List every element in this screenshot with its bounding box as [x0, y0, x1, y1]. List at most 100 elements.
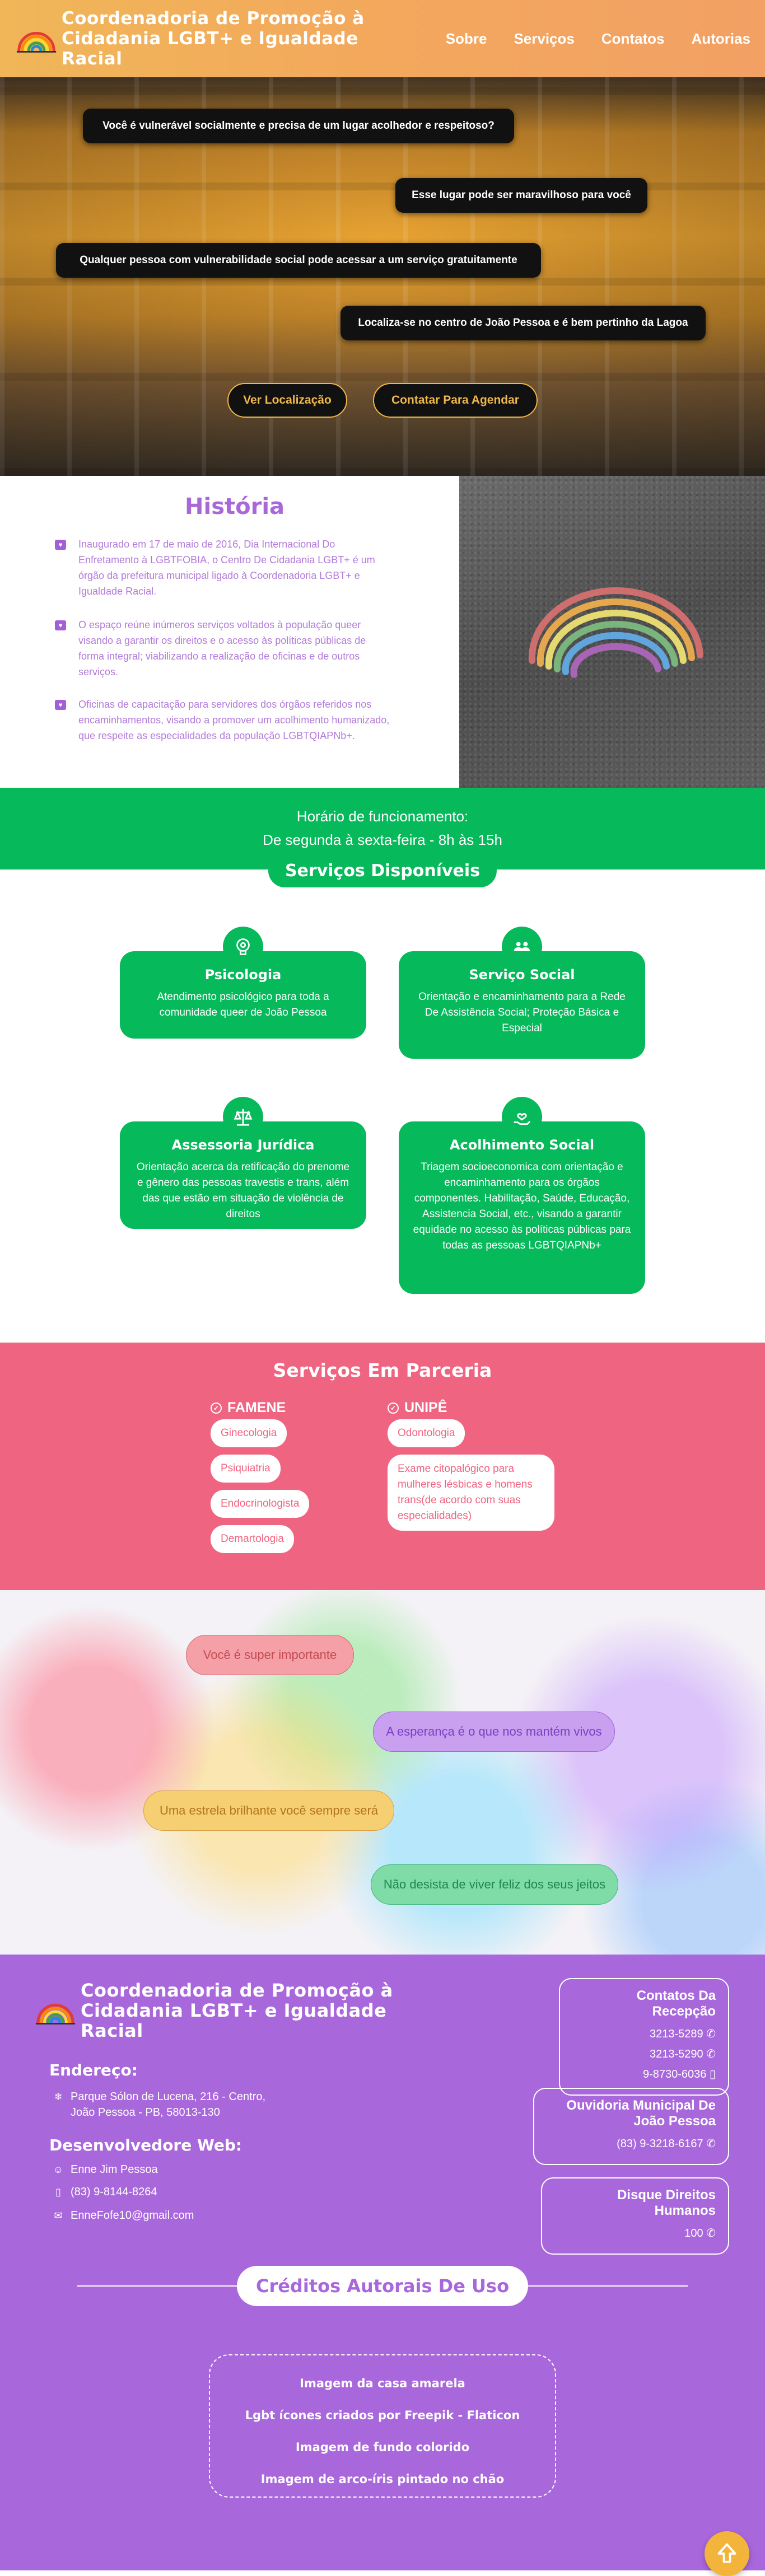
service-card-assessoria-juridica: Assessoria Jurídica Orientação acerca da… — [120, 1097, 366, 1229]
unipe-heading: ✓ UNIPÊ — [388, 1400, 554, 1416]
dev-email-line[interactable]: ✉ EnneFofe10@gmail.com — [53, 2208, 194, 2223]
card-title: Assessoria Jurídica — [171, 1137, 315, 1153]
service-chip: Psiquiatria — [211, 1455, 281, 1483]
frases-section: Você é super importante A esperança é o … — [0, 1590, 765, 1955]
credit-link[interactable]: Imagem de arco-íris pintado no chão — [260, 2472, 505, 2486]
service-card-servico-social: Serviço Social Orientação e encaminhamen… — [399, 927, 645, 1059]
service-card-psicologia: Psicologia Atendimento psicológico para … — [120, 927, 366, 1039]
dev-heading: Desenvolvedore Web: — [49, 2136, 242, 2154]
back-to-top-button[interactable] — [705, 2531, 749, 2576]
heart-box-icon: ♥ — [55, 620, 66, 630]
heart-box-icon: ♥ — [55, 700, 66, 710]
hero-bubble: Localiza-se no centro de João Pessoa e é… — [340, 306, 706, 340]
card-title: Serviço Social — [469, 967, 575, 983]
check-circle-icon: ✓ — [388, 1402, 399, 1414]
card-text: Atendimento psicológico para toda a comu… — [157, 991, 329, 1018]
dev-name-line: ☺ Enne Jim Pessoa — [53, 2162, 158, 2177]
scales-icon — [223, 1097, 263, 1137]
sparkle-icon: ❄ — [54, 2091, 63, 2102]
historia-title: História — [185, 494, 285, 520]
hand-heart-icon — [502, 1097, 542, 1137]
historia-text-panel: História ♥ Inaugurado em 17 de maio de 2… — [0, 476, 459, 788]
nav-autorias[interactable]: Autorias — [691, 30, 750, 47]
disque-box: Disque Direitos Humanos 100 ✆ — [541, 2177, 729, 2255]
nav-contatos[interactable]: Contatos — [601, 30, 665, 47]
horario-label: Horário de funcionamento: — [296, 808, 469, 825]
hero-bubble: Qualquer pessoa com vulnerabilidade soci… — [56, 243, 541, 278]
phone-row[interactable]: 3213-5289 ✆ — [650, 2028, 716, 2040]
people-icon — [502, 927, 542, 967]
person-icon: ☺ — [53, 2164, 64, 2175]
endereco-heading: Endereço: — [49, 2061, 138, 2079]
phone-icon: ✆ — [706, 2048, 716, 2060]
parceria-title: Serviços Em Parceria — [273, 1359, 492, 1381]
brand-title: Coordenadoria de Promoção à Cidadania LG… — [62, 8, 365, 69]
rainbow-chalk-image — [459, 476, 765, 788]
endereco-line: ❄ Parque Sólon de Lucena, 216 - Centro, J… — [53, 2089, 265, 2120]
service-chip: Demartologia — [211, 1525, 294, 1553]
brain-head-icon — [223, 927, 263, 967]
historia-item: ♥ Oficinas de capacitação para servidore… — [55, 696, 391, 744]
brand[interactable]: Coordenadoria de Promoção à Cidadania LG… — [15, 8, 420, 69]
servicos-title: Serviços Disponíveis — [268, 854, 497, 887]
phrase-bubble: Você é super importante — [186, 1635, 354, 1675]
main-nav: Sobre Serviços Contatos Autorias — [446, 0, 765, 77]
box-title: Contatos Da Recepção — [636, 1988, 716, 2019]
schedule-button[interactable]: Contatar Para Agendar — [373, 383, 538, 418]
phone-icon: ✆ — [706, 2227, 716, 2240]
historia-item: ♥ Inaugurado em 17 de maio de 2016, Dia … — [55, 536, 391, 599]
mobile-phone-icon: ▯ — [709, 2068, 716, 2081]
creditos-box: Imagem da casa amarela Lgbt ícones criad… — [209, 2354, 556, 2498]
service-chip: Ginecologia — [211, 1419, 287, 1447]
parceria-section: Serviços Em Parceria ✓ FAMENE Ginecologia… — [0, 1343, 765, 1590]
historia-item: ♥ O espaço reúne inúmeros serviços volta… — [55, 617, 391, 680]
card-text: Orientação acerca da retificação do pren… — [136, 1161, 350, 1220]
hero-section: Você é vulnerável socialmente e precisa … — [0, 77, 765, 476]
credit-link[interactable]: Imagem de fundo colorido — [295, 2441, 470, 2454]
nav-sobre[interactable]: Sobre — [445, 30, 487, 47]
service-chip: Odontologia — [388, 1419, 465, 1447]
endereco-text: Parque Sólon de Lucena, 216 - Centro, Joã… — [71, 2091, 266, 2119]
phrase-bubble: Uma estrela brilhante você sempre será — [143, 1790, 394, 1831]
service-chip: Exame citopalógico para mulheres lésbica… — [388, 1455, 554, 1531]
footer-title: Coordenadoria de Promoção à Cidadania LG… — [81, 1980, 393, 2041]
site-footer: Coordenadoria de Promoção à Cidadania LG… — [0, 1955, 765, 2576]
nav-servicos[interactable]: Serviços — [514, 30, 575, 47]
ouvidoria-box: Ouvidoria Municipal De João Pessoa (83) … — [533, 2088, 729, 2165]
historia-section: História ♥ Inaugurado em 17 de maio de 2… — [0, 476, 765, 788]
card-text: Triagem socioeconomica com orientação e … — [413, 1161, 631, 1251]
envelope-icon: ✉ — [54, 2210, 63, 2221]
phone-row[interactable]: 3213-5290 ✆ — [650, 2048, 716, 2060]
service-chip: Endocrinologista — [211, 1490, 310, 1518]
location-button[interactable]: Ver Localização — [227, 383, 347, 418]
box-title: Ouvidoria Municipal De João Pessoa — [566, 2098, 716, 2129]
phone-icon: ✆ — [706, 2028, 716, 2040]
footer-brand: Coordenadoria de Promoção à Cidadania LG… — [34, 1980, 450, 2041]
credit-link[interactable]: Imagem da casa amarela — [300, 2377, 465, 2390]
box-title: Disque Direitos Humanos — [617, 2187, 716, 2218]
credit-link[interactable]: Lgbt ícones criados por Freepik - Flatic… — [245, 2409, 520, 2422]
check-circle-icon: ✓ — [211, 1402, 222, 1414]
phrase-bubble: A esperança é o que nos mantém vivos — [373, 1712, 615, 1752]
phone-row[interactable]: 9-8730-6036 ▯ — [642, 2068, 716, 2081]
phrase-bubble: Não desista de viver feliz dos seus jeit… — [371, 1864, 618, 1905]
phone-row[interactable]: 100 ✆ — [684, 2227, 716, 2240]
heart-box-icon: ♥ — [55, 540, 66, 550]
famene-heading: ✓ FAMENE — [211, 1400, 309, 1416]
rainbow-chalk-drawing — [528, 587, 703, 678]
rainbow-logo-icon — [16, 31, 57, 53]
card-title: Acolhimento Social — [449, 1137, 595, 1153]
famene-column: ✓ FAMENE Ginecologia Psiquiatria Endocrin… — [211, 1400, 310, 1560]
phone-icon: ✆ — [706, 2138, 716, 2150]
dev-phone-line[interactable]: ▯ (83) 9-8144-8264 — [53, 2184, 157, 2200]
creditos-title: Créditos Autorais De Uso — [236, 2266, 529, 2306]
servicos-section: Serviços Disponíveis Psicologia Atendime… — [0, 854, 765, 1343]
contatos-recepcao-box: Contatos Da Recepção 3213-5289 ✆ 3213-52… — [559, 1978, 729, 2096]
phone-row[interactable]: (83) 9-3218-6167 ✆ — [617, 2138, 716, 2150]
hero-bubble: Você é vulnerável socialmente e precisa … — [83, 109, 514, 143]
horario-section: Horário de funcionamento: De segunda à s… — [0, 788, 765, 869]
horario-value: De segunda à sexta-feira - 8h às 15h — [263, 831, 502, 848]
unipe-column: ✓ UNIPÊ Odontologia Exame citopalógico pa… — [388, 1400, 554, 1538]
card-title: Psicologia — [204, 967, 282, 983]
card-text: Orientação e encaminhamento para a Rede … — [418, 991, 626, 1034]
